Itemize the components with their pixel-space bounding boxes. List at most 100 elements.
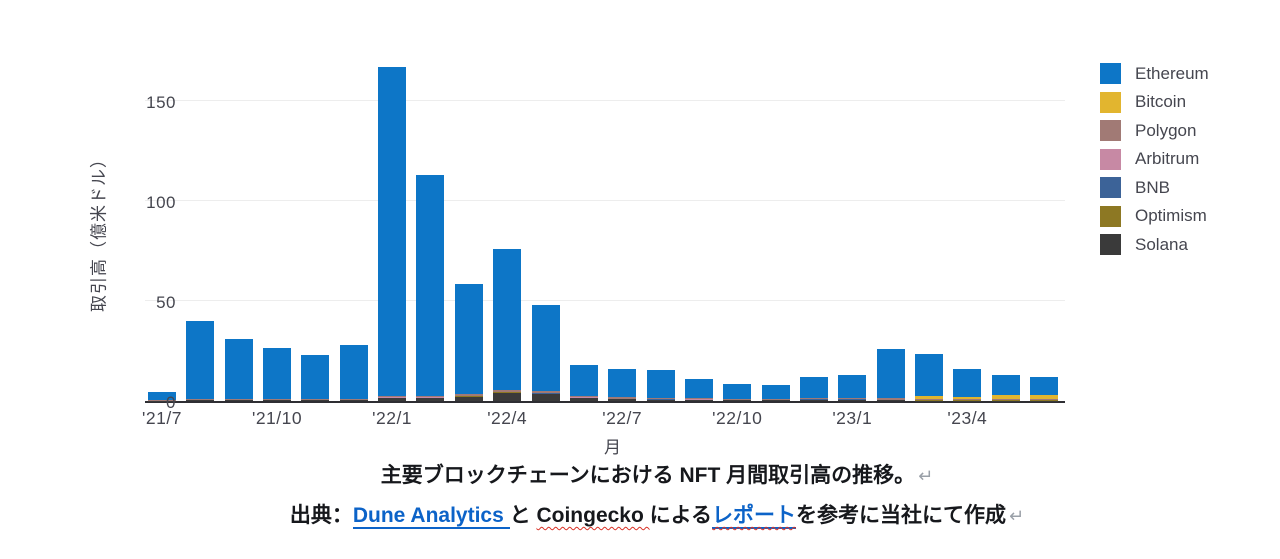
bar-segment-ethereum	[263, 348, 292, 399]
bar-segment-solana	[876, 400, 905, 401]
line-break-mark: ↵	[1009, 506, 1025, 526]
bar-segment-solana	[608, 399, 637, 401]
legend-item-ethereum: Ethereum	[1100, 63, 1209, 84]
bar-segment-bitcoin	[953, 397, 982, 400]
bar-23-5	[991, 374, 1020, 401]
bar-segment-polygon	[301, 399, 330, 400]
bar-21-11	[301, 355, 330, 401]
bar-22-12	[799, 376, 828, 401]
bar-segment-polygon	[723, 398, 752, 400]
source-suffix: を参考に当社にて作成	[796, 504, 1007, 527]
legend-swatch-arbitrum	[1100, 148, 1121, 170]
bar-segment-ethereum	[416, 174, 445, 396]
legend-item-arbitrum: Arbitrum	[1100, 148, 1209, 170]
bar-segment-polygon	[186, 399, 215, 400]
bar-segment-solana	[493, 392, 522, 401]
bar-segment-polygon	[493, 389, 522, 392]
bar-22-6	[569, 365, 598, 401]
bar-21-7	[148, 392, 176, 401]
caption-source-line: 出典：Dune Analytics と Coingecko によるレポートを参考…	[34, 501, 1280, 531]
bar-23-6	[1030, 377, 1059, 401]
legend-label: Ethereum	[1135, 63, 1209, 83]
bar-21-8	[186, 321, 215, 401]
bar-segment-solana	[263, 400, 292, 401]
bar-22-3	[454, 283, 483, 401]
bar-segment-ethereum	[531, 305, 560, 392]
bar-22-4	[493, 248, 522, 401]
x-tick-label: '22/4	[487, 408, 528, 428]
x-tick-label: '22/1	[372, 408, 413, 428]
gridline-150	[145, 100, 1065, 101]
plot-area	[145, 43, 1065, 403]
source-mid1: と	[509, 504, 537, 527]
x-axis-title: 月	[604, 438, 621, 457]
legend-item-bitcoin: Bitcoin	[1100, 91, 1209, 113]
legend-label: BNB	[1135, 177, 1170, 197]
legend-swatch-ethereum	[1100, 63, 1121, 84]
bar-22-8	[646, 370, 675, 401]
bar-segment-solana	[454, 396, 483, 401]
bar-segment-ethereum	[378, 66, 407, 396]
bar-segment-polygon	[761, 398, 790, 400]
bar-22-10	[723, 383, 752, 401]
x-tick-label: '22/7	[602, 408, 643, 428]
x-tick-label: '23/4	[947, 408, 988, 428]
legend-swatch-solana	[1100, 234, 1121, 255]
gridline-100	[145, 200, 1065, 201]
caption-title-line: 主要ブロックチェーンにおける NFT 月間取引高の推移。 ↵	[34, 461, 1280, 491]
bar-23-1	[838, 375, 867, 401]
source-prefix: 出典：	[289, 504, 353, 527]
bar-segment-ethereum	[876, 349, 905, 399]
y-tick-label: 50	[156, 293, 176, 312]
x-tick-label: '22/10	[712, 408, 763, 428]
bar-segment-polygon	[339, 398, 368, 400]
legend-item-solana: Solana	[1100, 234, 1209, 255]
bar-segment-ethereum	[761, 385, 790, 399]
bar-21-9	[224, 339, 253, 401]
bar-segment-ethereum	[684, 379, 713, 399]
bar-segment-polygon	[876, 398, 905, 400]
bar-segment-polygon	[799, 398, 828, 400]
legend-item-bnb: BNB	[1100, 177, 1209, 198]
bar-segment-solana	[531, 393, 560, 401]
bar-segment-solana	[646, 399, 675, 401]
legend-swatch-optimism	[1100, 205, 1121, 227]
bar-segment-polygon	[915, 398, 943, 400]
bar-23-4	[953, 368, 982, 401]
bar-segment-ethereum	[454, 283, 483, 394]
source-mid2: による	[649, 504, 713, 527]
legend-swatch-bnb	[1100, 177, 1121, 198]
coingecko-text: Coingecko	[536, 504, 650, 527]
legend-label: Solana	[1135, 234, 1188, 254]
legend-label: Polygon	[1135, 120, 1197, 140]
bar-segment-ethereum	[569, 365, 598, 397]
bar-segment-ethereum	[953, 368, 982, 398]
bar-segment-polygon	[416, 395, 445, 398]
bar-segment-polygon	[1030, 399, 1059, 401]
bar-segment-polygon	[953, 399, 982, 401]
bar-segment-solana	[378, 398, 407, 401]
bar-segment-ethereum	[646, 370, 675, 398]
bar-segment-ethereum	[723, 383, 752, 399]
report-link[interactable]: レポート	[712, 504, 797, 529]
dune-analytics-link[interactable]: Dune Analytics	[352, 504, 510, 529]
bar-segment-polygon	[148, 400, 176, 401]
bar-segment-ethereum	[224, 339, 253, 399]
line-break-mark: ↵	[918, 466, 934, 486]
bar-23-2	[876, 349, 905, 401]
bar-segment-polygon	[263, 399, 292, 400]
legend-label: Arbitrum	[1135, 149, 1200, 168]
bar-segment-ethereum	[1030, 377, 1059, 396]
y-tick-label: 0	[166, 393, 176, 412]
bar-segment-polygon	[378, 395, 407, 398]
legend-label: Bitcoin	[1135, 92, 1187, 111]
bar-22-9	[684, 379, 713, 401]
bar-22-1	[378, 66, 407, 401]
legend-swatch-polygon	[1100, 120, 1121, 141]
bar-segment-solana	[301, 400, 330, 401]
bar-segment-ethereum	[838, 375, 867, 398]
bar-segment-bitcoin	[1030, 395, 1059, 400]
bar-segment-solana	[799, 399, 828, 401]
bar-21-10	[263, 348, 292, 401]
